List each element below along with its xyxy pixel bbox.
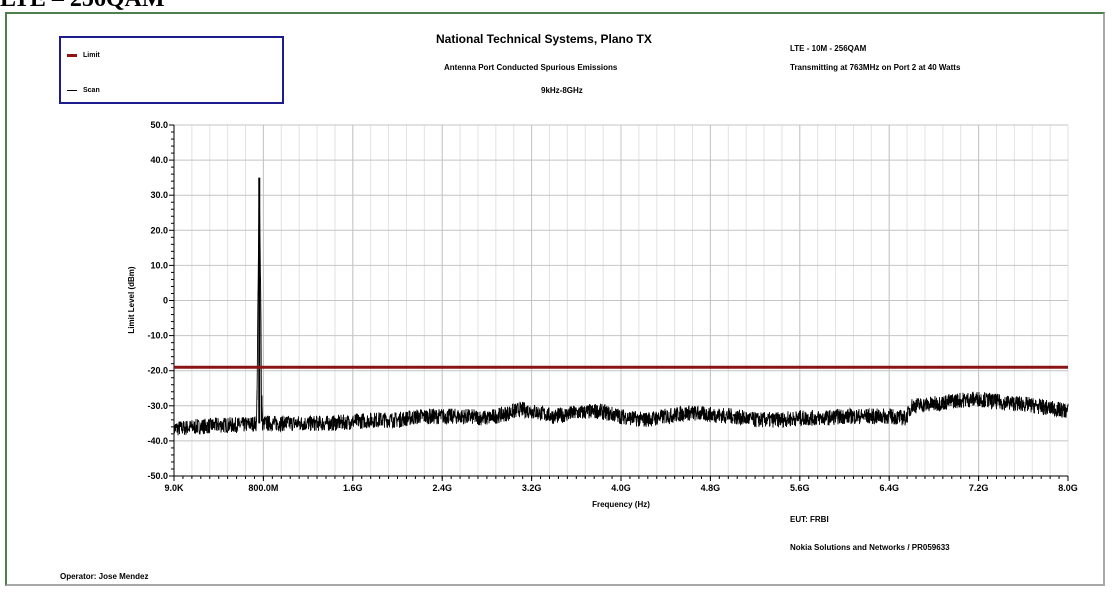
y-tick-label: -30.0 [147,401,168,411]
legend: Limit Scan [59,36,284,104]
y-tick-label: 20.0 [150,225,168,235]
y-tick-label: 0 [163,296,168,306]
legend-label-scan: Scan [83,86,100,94]
transmit-info: Transmitting at 763MHz on Port 2 at 40 W… [790,63,961,72]
page-caption: LTE – 256QAM [0,0,164,13]
x-tick-label: 8.0G [1058,483,1078,493]
series-layer [173,177,1069,437]
y-tick-label: -20.0 [147,366,168,376]
legend-swatch-scan [67,89,77,91]
y-tick-label: 50.0 [150,120,168,130]
y-axis-label: Limit Level (dBm) [127,266,136,333]
y-tick-label: -50.0 [147,471,168,481]
x-tick-label: 2.4G [432,483,452,493]
test-config: LTE - 10M - 256QAM [790,44,867,53]
x-tick-label: 3.2G [522,483,542,493]
y-tick-label: 30.0 [150,190,168,200]
legend-swatch-limit [67,53,77,57]
company-label: Nokia Solutions and Networks / PR059633 [790,543,950,552]
legend-item-limit: Limit [67,49,100,61]
x-tick-label: 5.6G [790,483,810,493]
eut-label: EUT: FRBI [790,515,829,524]
x-tick-label: 1.6G [343,483,363,493]
x-axis-label: Frequency (Hz) [592,500,650,509]
x-tick-label: 7.2G [969,483,989,493]
chart-frame [5,12,1105,586]
x-tick-label: 6.4G [879,483,899,493]
x-tick-label: 800.0M [248,483,278,493]
operator-label: Operator: Jose Mendez [60,572,149,581]
frequency-range: 9kHz-8GHz [541,86,583,95]
y-tick-label: -10.0 [147,331,168,341]
x-tick-label: 9.0K [164,483,184,493]
plot-axes [169,124,1069,481]
chart-subtitle: Antenna Port Conducted Spurious Emission… [444,63,618,72]
chart-title: National Technical Systems, Plano TX [436,32,652,46]
y-tick-label: 40.0 [150,155,168,165]
y-tick-label: 10.0 [150,260,168,270]
y-tick-label: -40.0 [147,436,168,446]
legend-item-scan: Scan [67,84,100,96]
x-tick-label: 4.0G [611,483,631,493]
x-tick-label: 4.8G [701,483,721,493]
series-scan [173,195,1069,437]
legend-label-limit: Limit [83,51,100,59]
tick-labels: 50.0 40.0 30.0 20.0 10.0 0 -10.0 -20.0 -30.0 -40.… [147,120,1077,493]
